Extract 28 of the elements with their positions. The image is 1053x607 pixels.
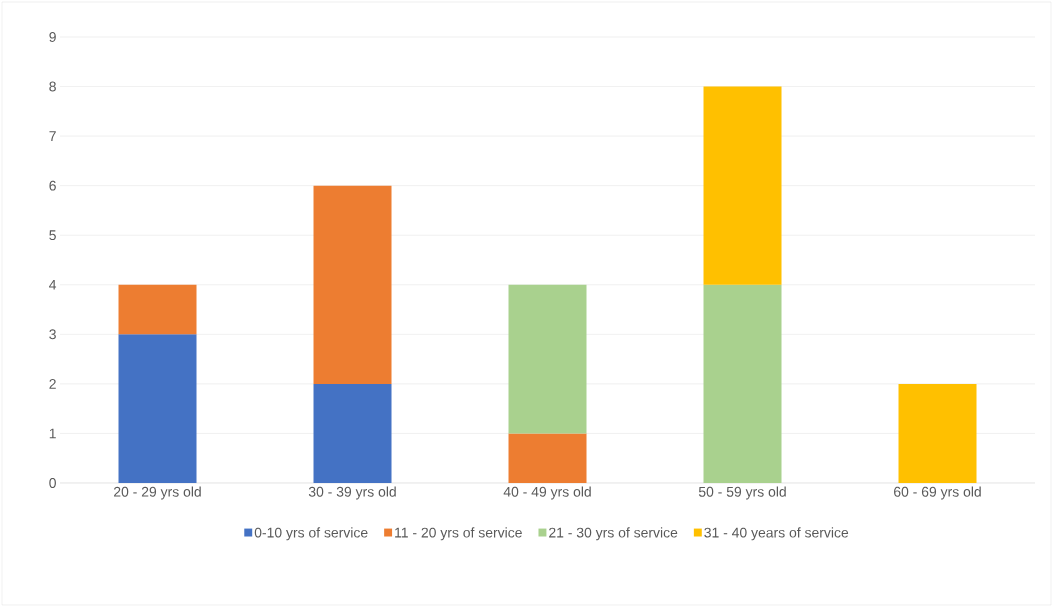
bar bbox=[508, 433, 587, 483]
y-tick-label: 2 bbox=[49, 378, 56, 389]
y-tick-label: 4 bbox=[49, 279, 57, 290]
legend-label: 21 - 30 yrs of service bbox=[549, 527, 678, 541]
legend-label: 11 - 20 yrs of service bbox=[395, 527, 522, 541]
y-tick-label: 1 bbox=[49, 428, 56, 439]
bar bbox=[508, 284, 587, 434]
y-tick-label: 0 bbox=[49, 478, 56, 488]
y-tick-label: 3 bbox=[49, 329, 56, 340]
bar bbox=[898, 383, 977, 483]
x-tick-label: 20 - 29 yrs old bbox=[114, 486, 201, 500]
bar bbox=[118, 284, 197, 335]
legend-label: 31 - 40 years of service bbox=[704, 527, 849, 541]
y-tick-label: 5 bbox=[49, 230, 56, 241]
y-tick-label: 8 bbox=[49, 81, 56, 92]
x-tick-label: 30 - 39 yrs old bbox=[308, 486, 396, 500]
y-tick-label: 6 bbox=[49, 180, 56, 191]
y-tick-label: 7 bbox=[49, 131, 56, 141]
bar bbox=[313, 185, 392, 384]
x-tick-label: 40 - 49 yrs old bbox=[503, 486, 591, 500]
y-tick-label: 9 bbox=[49, 32, 56, 42]
bar bbox=[703, 284, 782, 483]
x-tick-label: 50 - 59 yrs old bbox=[698, 486, 786, 500]
x-tick-label: 60 - 69 yrs old bbox=[894, 486, 981, 500]
legend-label: 0-10 yrs of service bbox=[254, 527, 368, 541]
bar bbox=[703, 86, 782, 285]
bar bbox=[313, 383, 392, 483]
bar bbox=[118, 334, 197, 483]
